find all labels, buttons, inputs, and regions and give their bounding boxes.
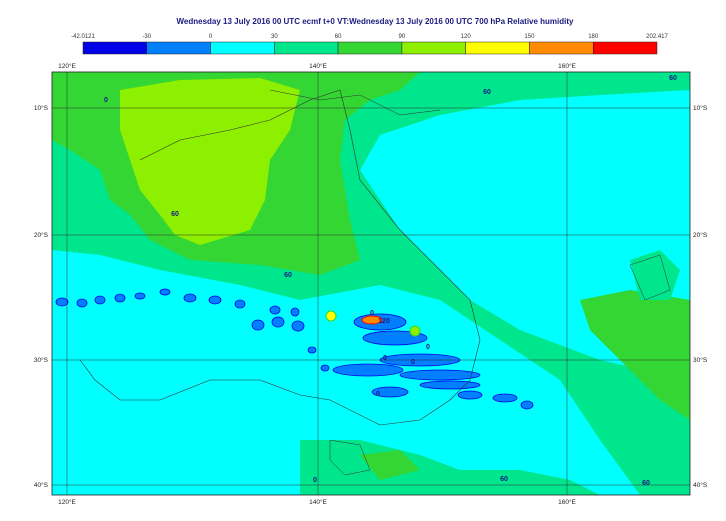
map-area [52,72,690,495]
lon-label: 140°E [309,498,327,506]
contour-label: 0 [104,97,108,104]
colorbar-swatch [592,41,658,55]
title: Wednesday 13 July 2016 00 UTC ecmf t+0 V… [177,17,575,26]
lat-label: 40°S [693,481,708,489]
colorbar-swatch [529,41,594,55]
colorbar-label: 0 [209,34,213,40]
contour-label: 0 [426,344,430,351]
contour-label: 60 [642,480,650,487]
lon-label: 120°E [58,62,76,70]
colorbar-label: 30 [271,34,278,40]
moist-core [409,325,421,337]
contour-label: 120 [378,318,390,325]
colorbar: -42.0121 -30 0 30 60 90 120 150 180 202.417 [71,34,669,55]
contour-label: 60 [284,272,292,279]
colorbar-label: 60 [335,34,342,40]
moist-core [325,310,337,322]
colorbar-swatch [82,41,148,55]
lat-label: 20°S [34,231,49,239]
grid: 120°E 120°E 140°E 140°E 160°E 160°E 10°S 10°S 20… [34,62,708,506]
moist-core [361,315,383,325]
contour-label: 0 [383,355,387,362]
humidity-region [120,78,300,245]
lon-label: 140°E [309,62,327,70]
map-frame [51,71,691,496]
contour-label: 0 [411,359,415,366]
lat-label: 10°S [693,104,708,112]
lat-label: 20°S [693,231,708,239]
colorbar-label: 120 [461,34,472,40]
coastline [329,439,371,476]
lat-label: 30°S [693,356,708,364]
lon-label: 160°E [558,498,576,506]
colorbar-label: -30 [142,34,151,40]
colorbar-label: 202.417 [646,34,668,40]
colorbar-swatch [401,41,466,55]
humidity-region [580,290,690,420]
colorbar-swatch [146,41,211,55]
colorbar-swatch [337,41,403,55]
colorbar-label: 180 [588,34,599,40]
contour-label: 0 [370,310,374,317]
lon-label: 160°E [558,62,576,70]
lat-label: 30°S [34,356,49,364]
lat-label: 10°S [34,104,49,112]
coastline [629,254,671,301]
colorbar-label: 150 [524,34,535,40]
lon-label: 120°E [58,498,76,506]
contour-label: 0 [376,391,380,398]
contour-label: 60 [500,476,508,483]
lat-label: 40°S [34,481,49,489]
contour-labels: 60 60 60 60 60 0 0 120 0 0 0 0 60 0 [104,75,677,487]
contour-label: 60 [171,211,179,218]
colorbar-label: 90 [399,34,406,40]
coastline [269,89,441,116]
colorbar-swatch [274,41,339,55]
colorbar-swatch [210,41,275,55]
contour-label: 60 [669,75,677,82]
humidity-region [360,450,420,480]
humidity-region [630,250,680,300]
colorbar-label: -42.0121 [71,34,95,40]
contour-label: 60 [483,89,491,96]
colorbar-swatch [465,41,530,55]
contour-label: 0 [313,477,317,484]
